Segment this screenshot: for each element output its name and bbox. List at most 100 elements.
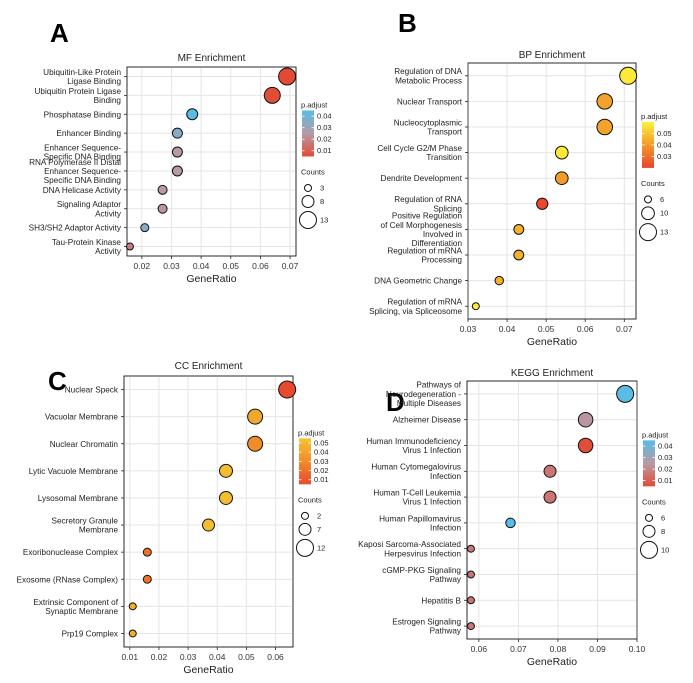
category-label-line: Synaptic Membrane [45, 607, 118, 616]
x-axis-title: GeneRatio [183, 664, 233, 676]
size-legend-label: 10 [660, 209, 668, 218]
data-point [536, 197, 549, 210]
data-point [513, 249, 525, 261]
x-tick-label: 0.08 [550, 644, 567, 654]
category-label-line: Exosome (RNase Complex) [17, 575, 119, 584]
category-label: Cell Cycle G2/M Phase Transition [377, 144, 462, 162]
category-label-line: Transport [427, 128, 462, 137]
color-bar-label: 0.03 [314, 457, 329, 466]
category-label-line: Differentiation [412, 239, 463, 248]
size-legend-label: 13 [320, 215, 328, 224]
data-point [543, 464, 557, 478]
data-point [157, 184, 168, 195]
color-bar-label: 0.02 [317, 135, 332, 144]
size-legend-circle [642, 524, 656, 538]
category-label: Enhancer Sequence-Specific DNA Binding [44, 143, 122, 161]
data-point [596, 93, 614, 110]
category-label: Enhancer Binding [56, 129, 121, 138]
category-label-line: Splicing, via Spliceosome [369, 307, 462, 316]
category-label-line: Exoribonuclease Complex [23, 548, 118, 557]
category-label: Phosphatase Binding [44, 110, 122, 119]
data-point [157, 203, 168, 214]
category-label: SH3/SH2 Adaptor Activity [29, 224, 122, 233]
data-point [278, 380, 297, 399]
color-bar-label: 0.04 [657, 140, 672, 149]
category-label: Secretory Granule Membrane [52, 516, 119, 534]
category-label-line: Nuclear Speck [65, 386, 119, 395]
panel-letter: C [48, 366, 67, 396]
color-bar [302, 110, 314, 157]
color-legend-title: p.adjust [301, 100, 328, 109]
color-bar [299, 438, 311, 485]
category-label-line: Regulation of RNA [394, 195, 462, 204]
size-legend-circle [645, 513, 653, 522]
panel-letter: D [386, 387, 405, 417]
category-label: Exosome (RNase Complex) [17, 575, 119, 584]
category-label-line: Pathway [430, 575, 462, 584]
category-label: Regulation of mRNA Processing [387, 246, 462, 264]
x-tick-label: 0.06 [267, 652, 284, 662]
category-label-line: Specific DNA Binding [44, 153, 122, 162]
chart-title: BP Enrichment [519, 50, 586, 61]
category-label-line: Nucleocytoplasmic [394, 118, 462, 127]
size-legend-label: 3 [320, 183, 324, 192]
size-legend-circle [640, 540, 658, 559]
category-label: Human Cytomegalovirus Infection [371, 463, 461, 481]
size-legend-title: Counts [298, 495, 322, 504]
category-label: Ubiquitin-Like Protein Ligase Binding [43, 68, 121, 86]
x-tick-label: 0.02 [151, 652, 168, 662]
category-label-line: DNA Helicase Activity [43, 186, 122, 195]
size-legend-title: Counts [301, 167, 325, 176]
category-label: Hepatitis B [421, 596, 461, 605]
data-point [263, 86, 281, 104]
category-label-line: Splicing [433, 204, 462, 213]
data-point [128, 602, 137, 611]
panel-d: D KEGG Enrichment 0.06 0.07 0.08 0.09 0.10 Gene… [358, 368, 672, 668]
category-label-line: Human Cytomegalovirus [371, 463, 461, 472]
size-legend-circle [301, 194, 315, 208]
x-axis-title: GeneRatio [186, 273, 236, 285]
category-label-line: Positive Regulation [392, 212, 463, 221]
category-label-line: of Cell Morphogenesis [381, 221, 462, 230]
color-bar-label: 0.03 [657, 152, 672, 161]
color-bar-label: 0.04 [658, 442, 673, 451]
x-tick-label: 0.07 [616, 324, 633, 334]
data-point [140, 223, 150, 233]
category-label-line: Pathway [430, 627, 462, 636]
x-tick-label: 0.04 [499, 324, 516, 334]
data-point [505, 517, 516, 529]
category-label: Lytic Vacuole Membrane [29, 467, 119, 476]
data-point [466, 544, 475, 553]
panel-letter: B [398, 8, 417, 38]
category-label-line: Phosphatase Binding [44, 110, 122, 119]
size-legend-circle [296, 538, 314, 557]
category-label-line: Estrogen Signaling [392, 618, 461, 627]
data-point [218, 463, 233, 478]
size-legend-title: Counts [642, 497, 666, 506]
data-point [466, 596, 475, 605]
color-bar-label: 0.01 [317, 146, 332, 155]
color-legend-title: p.adjust [641, 112, 668, 121]
x-tick-label: 0.03 [180, 652, 197, 662]
size-legend-circle [301, 511, 309, 520]
chart-title: KEGG Enrichment [511, 368, 593, 379]
category-label: Pathways of Neurodegeneration -Multiple D… [386, 381, 462, 408]
size-legend-circle [644, 195, 652, 204]
data-point [466, 622, 475, 631]
category-label-line: Alzheimer Disease [393, 416, 462, 425]
data-point [142, 547, 152, 557]
x-tick-label: 0.06 [471, 644, 488, 654]
data-point [142, 574, 152, 584]
category-label-line: Virus 1 Infection [402, 446, 461, 455]
category-label-line: Human T-Cell Leukemia [373, 489, 461, 498]
color-bar-label: 0.04 [314, 448, 329, 457]
size-legend-label: 10 [661, 545, 669, 554]
category-label: Nuclear Transport [397, 97, 463, 106]
category-label-line: Multiple Diseases [397, 399, 461, 408]
x-tick-label: 0.03 [460, 324, 477, 334]
size-legend-circle [299, 210, 317, 229]
category-label-line: Lysosomal Membrane [38, 494, 119, 503]
category-label-line: Kaposi Sarcoma-Associated [358, 540, 461, 549]
